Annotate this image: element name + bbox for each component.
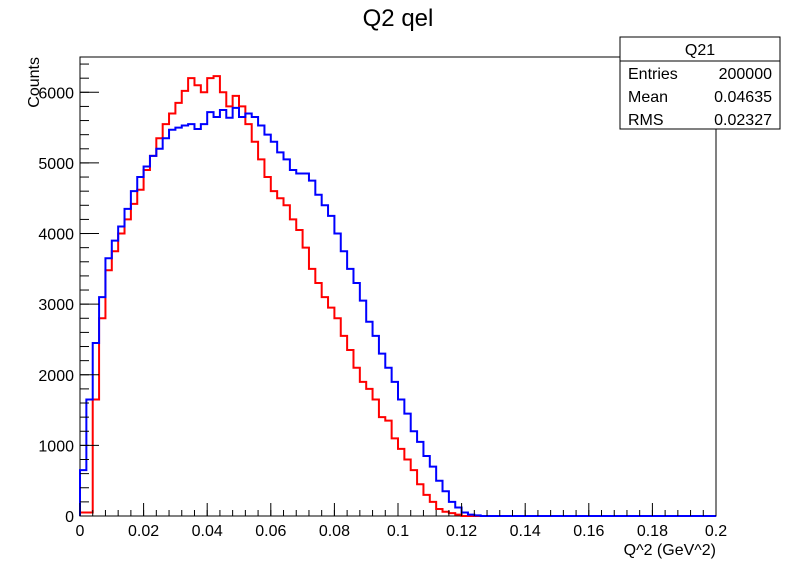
x-tick-label: 0.14 bbox=[510, 523, 541, 540]
x-tick-label: 0 bbox=[76, 523, 85, 540]
x-tick-label: 0.06 bbox=[255, 523, 286, 540]
histogram-line-2 bbox=[79, 106, 716, 517]
x-axis-label: Q^2 (GeV^2) bbox=[624, 542, 716, 559]
y-tick-label: 1000 bbox=[38, 438, 74, 455]
histogram-series bbox=[79, 75, 716, 517]
stats-box: Q21 Entries 200000 Mean 0.04635 RMS 0.02327 bbox=[619, 36, 781, 130]
stats-label: Entries bbox=[628, 66, 678, 83]
stats-label: RMS bbox=[628, 112, 664, 129]
stats-value: 0.04635 bbox=[714, 89, 772, 106]
x-tick-label: 0.08 bbox=[319, 523, 350, 540]
y-tick-label: 5000 bbox=[38, 156, 74, 173]
x-tick-label: 0.04 bbox=[192, 523, 223, 540]
y-tick-label: 3000 bbox=[38, 297, 74, 314]
stats-box-frame bbox=[619, 36, 781, 130]
stats-value: 200000 bbox=[719, 66, 772, 83]
x-tick-label: 0.18 bbox=[637, 523, 668, 540]
chart-title: Q2 qel bbox=[363, 5, 434, 32]
x-tick-label: 0.2 bbox=[705, 523, 727, 540]
stats-box-name: Q21 bbox=[685, 42, 715, 59]
x-tick-label: 0.1 bbox=[387, 523, 409, 540]
x-tick-label: 0.02 bbox=[128, 523, 159, 540]
x-tick-label: 0.12 bbox=[446, 523, 477, 540]
axes: 0 0.02 0.04 0.06 0.08 0.1 0.12 0.14 0.16 0.18 0.2 0… bbox=[38, 63, 727, 540]
x-tick-label: 0.16 bbox=[573, 523, 604, 540]
y-axis-label: Counts bbox=[26, 57, 43, 108]
y-tick-label: 0 bbox=[65, 509, 74, 526]
stats-value: 0.02327 bbox=[714, 112, 772, 129]
histogram-line-1 bbox=[79, 75, 716, 517]
y-tick-label: 4000 bbox=[38, 227, 74, 244]
y-tick-label: 2000 bbox=[38, 368, 74, 385]
y-tick-label: 6000 bbox=[38, 85, 74, 102]
stats-label: Mean bbox=[628, 89, 668, 106]
